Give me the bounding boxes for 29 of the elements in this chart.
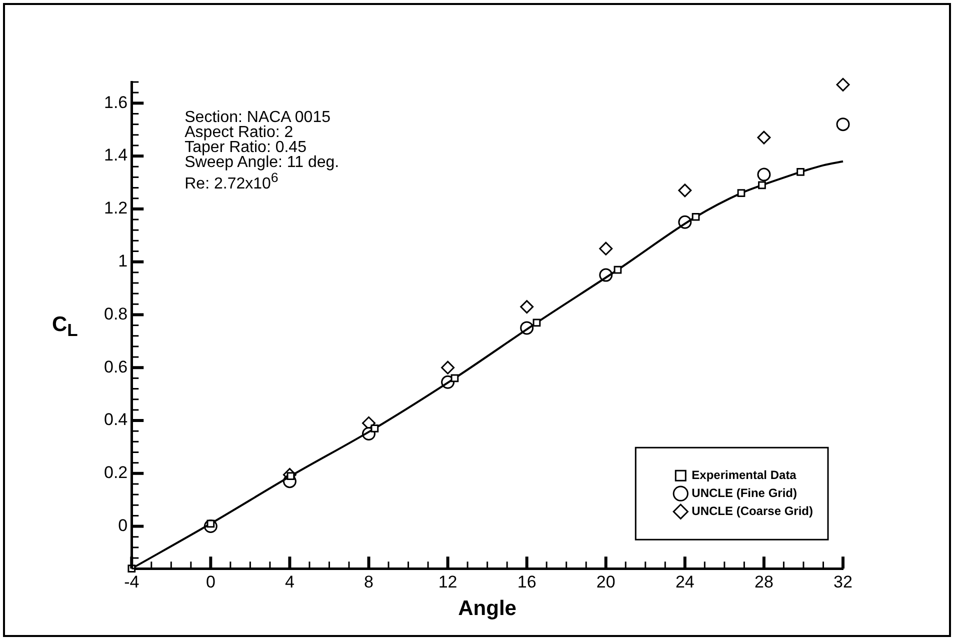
annotation: Re: 2.72x10$^{6}$ — [184, 170, 278, 192]
annotation: Taper Ratio: 0.45 — [184, 139, 308, 156]
y-tick-label: 1 — [118, 252, 128, 271]
y-tick-label: 0.4 — [104, 410, 128, 430]
annotation: Sweep Angle: 11 deg. — [184, 154, 340, 171]
y-axis-title: C$_{L}$ — [52, 313, 78, 342]
y-tick-label: 0 — [118, 516, 128, 535]
y-tick-label: 0.2 — [104, 463, 128, 482]
x-tick-label: 28 — [754, 572, 774, 592]
y-tick-label: 0.8 — [104, 304, 128, 324]
annotation: Aspect Ratio: 2 — [184, 124, 294, 141]
y-tick-label: 1.6 — [104, 92, 128, 112]
legend-label: Experimental Data — [692, 468, 797, 482]
x-tick-label: 20 — [596, 572, 616, 592]
y-tick-label: 1.2 — [104, 198, 128, 218]
x-tick-label: 8 — [364, 572, 374, 592]
x-tick-label: 12 — [438, 572, 458, 592]
legend-label: UNCLE (Coarse Grid) — [692, 504, 814, 518]
x-tick-label: 16 — [517, 572, 536, 592]
x-tick-label: -4 — [124, 572, 140, 592]
x-tick-label: 4 — [284, 572, 294, 592]
annotation: Section: NACA 0015 — [184, 109, 332, 126]
x-axis-title: Angle — [458, 596, 516, 621]
legend-label: UNCLE (Fine Grid) — [692, 486, 797, 500]
x-tick-label: 24 — [675, 572, 694, 592]
x-tick-label: 0 — [206, 572, 216, 592]
x-tick-label: 32 — [834, 572, 852, 592]
y-tick-label: 0.6 — [104, 357, 128, 376]
y-tick-label: 1.4 — [104, 146, 128, 165]
